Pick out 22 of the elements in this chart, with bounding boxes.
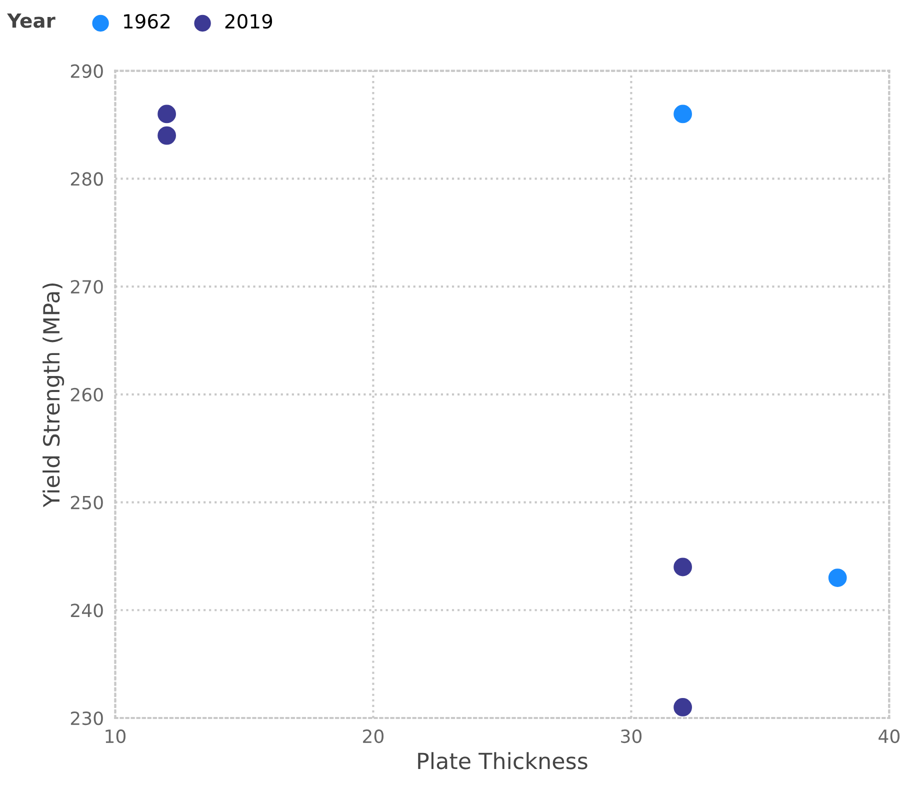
x-axis-title: Plate Thickness [418, 752, 588, 770]
y-tick-label: 230 [70, 711, 103, 726]
point [158, 104, 176, 124]
y-tick-label: 240 [70, 604, 103, 618]
y-tick-label: 260 [70, 388, 103, 402]
legend-title: Year [7, 13, 56, 28]
y-tick-label: 290 [70, 64, 103, 78]
x-tick-label: 10 [106, 729, 126, 744]
point [674, 558, 692, 576]
legend-label: 2019 [225, 14, 272, 29]
y-tick-label: 280 [70, 172, 103, 186]
x-tick-label: 40 [878, 729, 900, 744]
y-tick-label: 250 [70, 496, 103, 510]
point [674, 104, 692, 124]
point [828, 568, 847, 587]
legend-label: 1962 [124, 14, 170, 29]
y-axis-title: Yield Strength (MPa) [42, 283, 64, 508]
y-tick-label: 270 [70, 280, 103, 294]
point [674, 698, 692, 716]
x-tick-label: 30 [621, 729, 642, 744]
point [158, 126, 176, 145]
x-tick-label: 20 [363, 729, 384, 744]
